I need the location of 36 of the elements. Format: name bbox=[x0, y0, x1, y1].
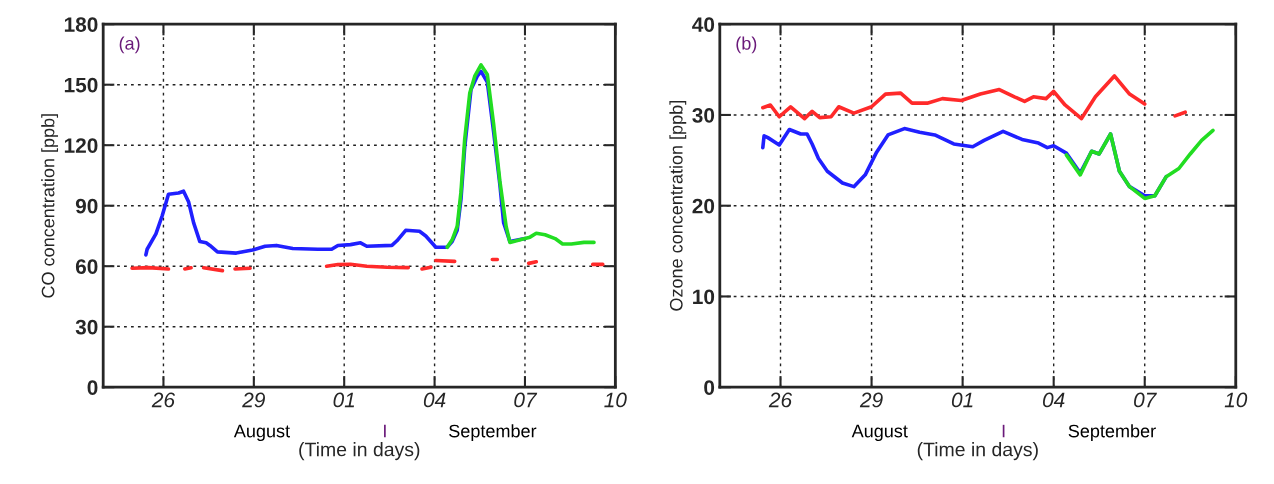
x-tick-label: 01 bbox=[951, 392, 973, 408]
annotation: (b) bbox=[736, 36, 757, 54]
y-axis-title: Ozone concentration [ppb] bbox=[669, 101, 687, 311]
x-tick-label: 10 bbox=[1224, 392, 1248, 408]
y-tick-label: 30 bbox=[692, 107, 715, 123]
x-tick-label: 04 bbox=[1042, 392, 1065, 408]
y-tick-label: 150 bbox=[64, 77, 98, 93]
x-axis-title: (Time in days) bbox=[299, 442, 420, 461]
y-tick-label: 90 bbox=[75, 198, 98, 214]
x-tick-label: 26 bbox=[768, 392, 793, 408]
y-tick-label: 10 bbox=[693, 289, 715, 305]
y-tick-label: 120 bbox=[64, 138, 98, 153]
text: I bbox=[1002, 424, 1005, 438]
x-tick-label: 29 bbox=[242, 392, 265, 408]
y-tick-label: 40 bbox=[692, 17, 715, 32]
x-tick-label: 04 bbox=[423, 392, 446, 408]
x-axis-title: (Time in days) bbox=[917, 442, 1038, 461]
y-tick-label: 30 bbox=[75, 319, 98, 335]
x-tick-label: 07 bbox=[514, 392, 538, 408]
text: September bbox=[449, 424, 537, 441]
text: August bbox=[851, 424, 908, 441]
y-axis-title: CO concentration [ppb] bbox=[41, 114, 59, 298]
text: I bbox=[384, 424, 386, 438]
x-tick-label: 26 bbox=[151, 392, 176, 408]
x-tick-label: 07 bbox=[1134, 392, 1157, 408]
y-tick-label: 0 bbox=[704, 380, 715, 395]
x-tick-label: 01 bbox=[333, 392, 355, 408]
y-tick-label: 60 bbox=[75, 259, 98, 274]
y-tick-label: 0 bbox=[87, 380, 98, 395]
text: August bbox=[233, 424, 290, 441]
x-tick-label: 29 bbox=[859, 392, 883, 408]
text: September bbox=[1068, 424, 1156, 441]
annotation: (a) bbox=[119, 36, 140, 54]
x-tick-label: 10 bbox=[604, 392, 627, 408]
y-tick-label: 20 bbox=[692, 198, 715, 214]
y-tick-label: 180 bbox=[64, 17, 98, 32]
